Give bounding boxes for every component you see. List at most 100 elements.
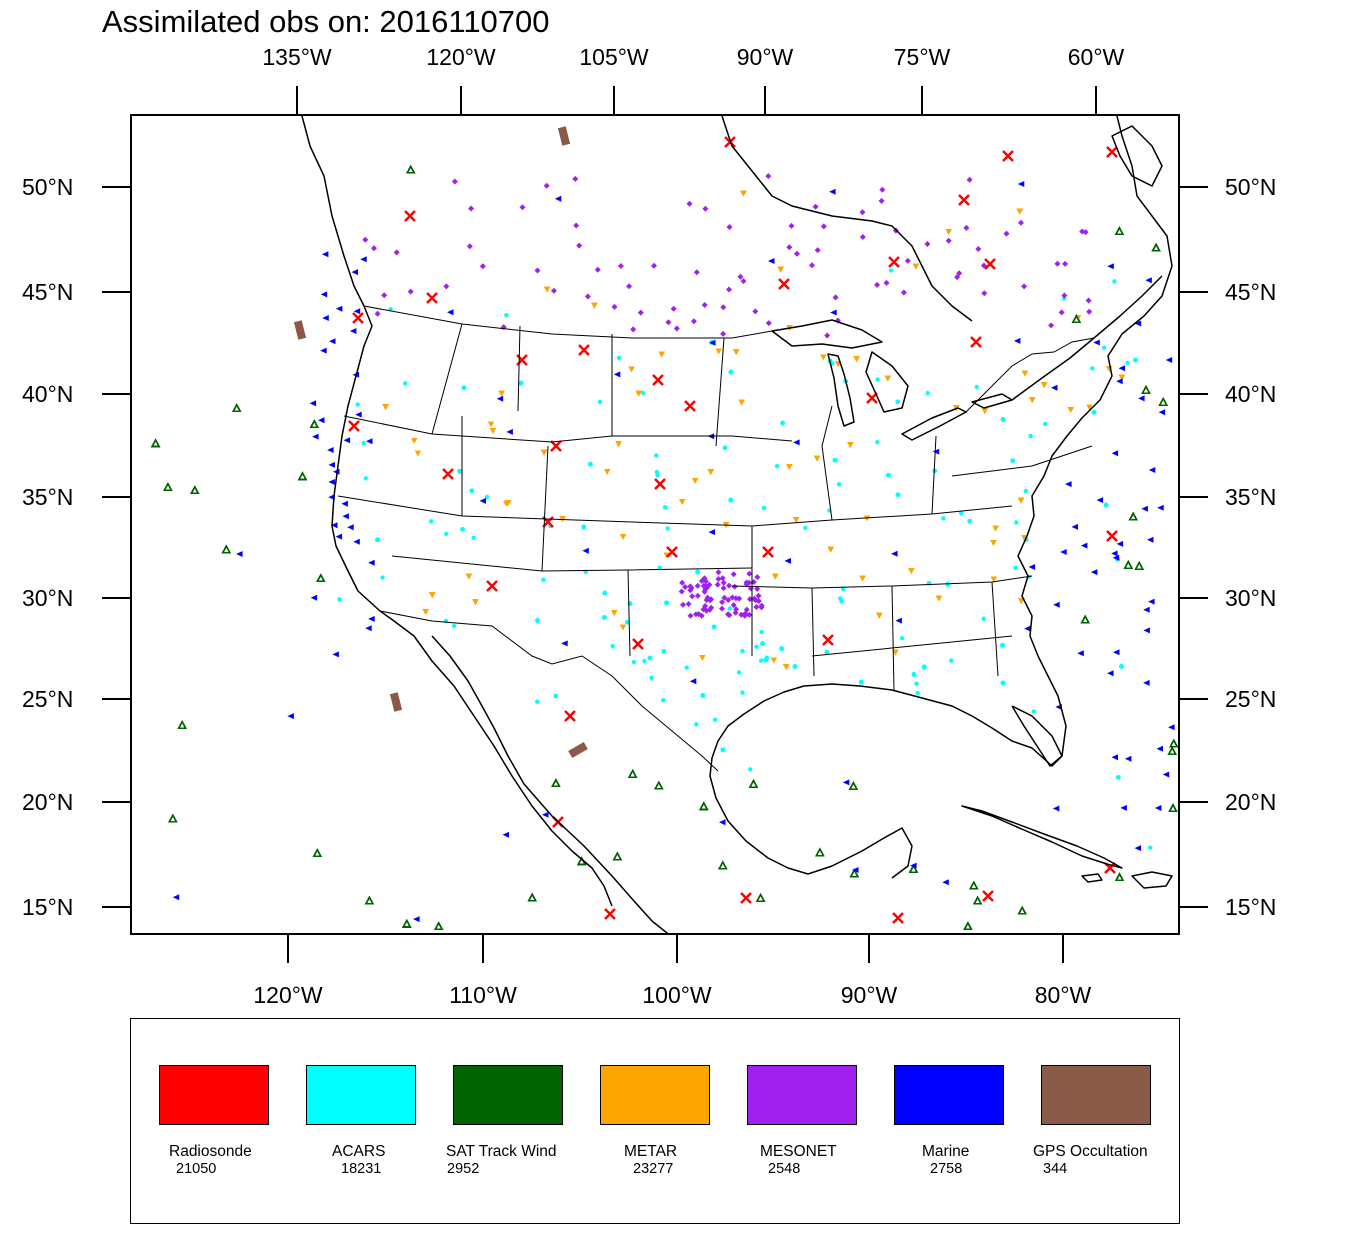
metar-marker (611, 610, 618, 616)
jamaica-coast (1081, 873, 1103, 883)
marine-marker (347, 524, 354, 531)
legend-swatch (453, 1065, 563, 1125)
state-border (991, 581, 999, 677)
mesonet-marker (393, 249, 400, 256)
metar-marker (679, 499, 686, 505)
acars-marker (581, 524, 586, 530)
legend-item-mesonet: MESONET 2548 (747, 1065, 859, 1177)
radiosonde-marker (822, 634, 834, 646)
acars-marker (803, 525, 808, 531)
acars-marker (665, 526, 670, 531)
acars-marker (1103, 502, 1109, 508)
marine-marker (842, 779, 850, 786)
metar-marker (1041, 382, 1048, 388)
radiosonde-marker (866, 392, 878, 404)
radiosonde-marker (632, 638, 644, 650)
marine-marker (496, 395, 504, 402)
marine-marker (321, 251, 329, 258)
mesonet-marker (740, 278, 747, 285)
acars-marker (654, 453, 659, 458)
pacific-coastline (301, 116, 613, 907)
marine-marker (320, 291, 328, 298)
observation-markers (151, 126, 1178, 931)
marine-marker (1162, 771, 1170, 778)
acars-marker (761, 505, 767, 511)
mesonet-marker (468, 205, 475, 212)
acars-marker (720, 747, 725, 752)
marine-marker (910, 862, 917, 869)
mesonet-marker (714, 581, 721, 588)
mesonet-marker (686, 200, 693, 207)
metar-marker (777, 266, 784, 273)
sat-wind-marker (908, 864, 919, 873)
metar-marker (663, 552, 670, 558)
sat-wind-marker (297, 471, 308, 481)
marine-marker (708, 529, 715, 536)
lake-superior (771, 319, 883, 349)
mesonet-marker (752, 597, 759, 604)
marine-marker (309, 400, 317, 407)
state-border (731, 575, 1033, 589)
acars-marker (759, 629, 764, 635)
mesonet-marker (694, 582, 701, 589)
mesonet-marker (708, 604, 715, 611)
marine-marker (328, 479, 335, 485)
bottom-lon-label: 100°W (642, 982, 712, 1008)
legend-count: 23277 (633, 1161, 674, 1177)
acars-marker (1031, 709, 1036, 714)
cuba-coast (961, 805, 1123, 869)
marine-marker (368, 559, 375, 566)
marine-marker (320, 347, 327, 354)
acars-marker (832, 458, 838, 463)
sat-wind-marker (312, 848, 322, 857)
sat-wind-marker (849, 868, 859, 878)
state-border (337, 495, 753, 527)
coastlines (301, 116, 1173, 933)
metar-marker (488, 421, 494, 427)
right-lat-label: 20°N (1225, 789, 1277, 815)
mesonet-marker (832, 294, 839, 301)
acars-marker (657, 565, 662, 570)
mesonet-marker (687, 612, 694, 619)
radiosonde-marker (778, 278, 790, 290)
marine-marker (1028, 564, 1036, 570)
mesonet-marker (731, 583, 738, 590)
mesonet-marker (719, 575, 726, 582)
marine-marker (1116, 378, 1123, 385)
sat-wind-marker (1158, 397, 1168, 406)
legend-label: Radiosonde (169, 1143, 252, 1160)
mesonet-marker (720, 330, 727, 337)
legend-swatch (1041, 1065, 1151, 1125)
mesonet-marker (362, 236, 369, 243)
legend-item-metar: METAR 23277 (600, 1065, 712, 1177)
marine-marker (1013, 337, 1021, 344)
marine-marker (1065, 481, 1072, 488)
metar-marker (981, 408, 988, 414)
acars-marker (602, 615, 607, 620)
marine-marker (1096, 497, 1104, 504)
radiosonde-marker (442, 468, 454, 480)
mesonet-marker (765, 173, 772, 180)
mesonet-marker (956, 270, 963, 277)
gps-occultation-marker (557, 126, 571, 146)
marine-marker (709, 339, 716, 346)
right-lat-label: 45°N (1225, 279, 1277, 305)
mesonet-marker (534, 267, 541, 274)
acars-marker (661, 649, 666, 654)
acars-marker (974, 384, 979, 390)
metar-marker (853, 356, 860, 362)
mesonet-marker (584, 293, 591, 300)
mesonet-marker (519, 204, 526, 211)
top-lon-label: 135°W (262, 44, 332, 70)
top-lon-label: 90°W (736, 44, 794, 70)
acars-marker (949, 658, 954, 663)
acars-marker (925, 390, 930, 396)
metar-marker (414, 450, 421, 456)
radiosonde-marker (982, 890, 994, 902)
mesonet-marker (637, 309, 644, 316)
radiosonde-marker (426, 292, 438, 304)
bottom-lon-label: 90°W (840, 982, 898, 1008)
acars-marker (1101, 345, 1107, 350)
state-border (431, 323, 463, 435)
state-border (811, 587, 815, 677)
